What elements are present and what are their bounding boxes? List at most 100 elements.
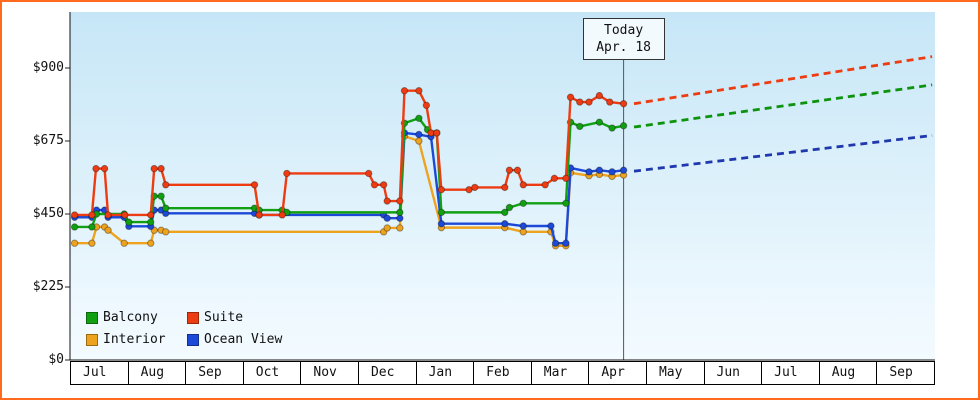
today-annotation: Today Apr. 18 xyxy=(582,18,665,60)
data-point-balcony xyxy=(162,204,170,212)
x-axis-month-label: Jul xyxy=(761,361,820,385)
data-point-ocean-view xyxy=(437,220,446,228)
data-point-balcony xyxy=(415,114,423,122)
data-point-interior xyxy=(104,226,112,234)
data-point-balcony xyxy=(595,118,604,126)
x-axis-month-label: Sep xyxy=(876,361,935,385)
data-point-ocean-view xyxy=(585,168,593,176)
legend-label: Suite xyxy=(204,310,244,325)
data-point-suite xyxy=(380,181,388,189)
legend-item-interior: Interior xyxy=(86,332,187,347)
legend-label: Ocean View xyxy=(204,332,283,347)
legend-item-balcony: Balcony xyxy=(86,310,187,325)
data-point-ocean-view xyxy=(562,239,570,247)
legend: Balcony Suite Interior Ocean View xyxy=(86,310,282,347)
y-axis-tick-label: $675 xyxy=(32,133,64,148)
x-axis-month-label: Jul xyxy=(70,361,129,385)
x-axis-month-label: May xyxy=(645,361,705,385)
data-point-balcony xyxy=(396,208,404,217)
series-line-suite xyxy=(74,89,624,217)
data-point-suite xyxy=(92,164,100,173)
x-axis-month-label: Feb xyxy=(473,361,532,385)
y-axis-tick-label: $225 xyxy=(32,279,64,294)
data-point-ocean-view xyxy=(619,166,628,174)
x-axis-month-label: Jan xyxy=(415,361,475,385)
legend-label: Interior xyxy=(103,332,166,347)
x-axis-month-label: Mar xyxy=(530,361,590,385)
y-axis-tick-label: $0 xyxy=(48,352,64,367)
forecast-line-suite-forecast xyxy=(633,55,933,106)
data-point-balcony xyxy=(147,218,155,226)
data-point-suite xyxy=(437,185,446,194)
data-point-balcony xyxy=(70,223,79,231)
x-axis: Jul Aug Sep Oct Nov Dec Jan Feb Mar Apr May Jun Jul A… xyxy=(70,361,935,385)
data-point-balcony xyxy=(157,192,165,200)
legend-swatch-suite xyxy=(187,311,199,324)
data-point-suite xyxy=(513,166,522,174)
data-point-ocean-view xyxy=(595,166,604,174)
data-point-suite xyxy=(585,98,593,106)
data-point-suite xyxy=(619,99,628,108)
data-point-suite xyxy=(162,181,170,189)
data-point-balcony xyxy=(619,122,628,130)
data-point-interior xyxy=(383,224,391,232)
data-point-suite xyxy=(157,164,165,173)
data-point-suite xyxy=(505,166,514,174)
data-point-balcony xyxy=(501,208,509,217)
forecast-line-ocean-view-forecast xyxy=(633,134,933,173)
data-point-suite xyxy=(519,181,527,189)
data-point-balcony xyxy=(519,199,527,207)
legend-swatch-ocean-view xyxy=(187,333,199,346)
data-point-balcony xyxy=(88,223,96,231)
data-point-suite xyxy=(255,211,263,219)
series-line-ocean-view xyxy=(74,131,624,245)
x-axis-month-label: Sep xyxy=(185,361,244,385)
data-point-ocean-view xyxy=(501,220,509,228)
data-point-suite xyxy=(550,174,559,183)
data-point-suite xyxy=(595,91,604,100)
x-axis-month-label: Jun xyxy=(703,361,763,385)
data-point-interior xyxy=(147,239,155,247)
data-point-suite xyxy=(541,181,549,189)
x-axis-month-label: Apr xyxy=(588,361,647,385)
data-point-interior xyxy=(396,224,404,232)
legend-label: Balcony xyxy=(103,310,158,325)
data-point-suite xyxy=(566,93,575,101)
data-point-suite xyxy=(70,211,79,219)
data-point-suite xyxy=(150,164,158,173)
data-point-balcony xyxy=(576,122,584,131)
data-point-suite xyxy=(562,174,570,183)
data-point-suite xyxy=(283,169,291,178)
data-point-balcony xyxy=(505,203,514,212)
data-point-balcony xyxy=(437,208,446,217)
data-point-suite xyxy=(433,129,441,137)
legend-swatch-balcony xyxy=(86,311,98,324)
data-point-suite xyxy=(576,98,584,106)
y-axis-tick-label: $900 xyxy=(32,60,64,75)
y-axis-tick-label: $450 xyxy=(32,206,64,221)
data-point-suite xyxy=(278,211,286,219)
data-point-suite xyxy=(88,211,96,219)
data-point-suite xyxy=(606,98,614,106)
data-point-balcony xyxy=(608,124,616,132)
data-point-interior xyxy=(70,239,79,247)
data-point-interior xyxy=(162,228,170,236)
data-point-suite xyxy=(250,181,259,189)
data-point-suite xyxy=(465,185,473,194)
data-point-suite xyxy=(370,181,379,189)
data-point-interior xyxy=(120,239,128,247)
data-point-balcony xyxy=(562,199,570,207)
data-point-suite xyxy=(100,164,109,173)
today-date: Apr. 18 xyxy=(596,40,651,55)
legend-swatch-interior xyxy=(86,333,98,346)
data-point-suite xyxy=(383,197,391,205)
data-point-balcony xyxy=(125,218,133,226)
data-point-suite xyxy=(415,87,423,95)
data-point-suite xyxy=(104,211,112,219)
data-point-ocean-view xyxy=(547,222,555,230)
forecast-line-balcony-forecast xyxy=(633,83,933,129)
data-point-ocean-view xyxy=(608,168,616,176)
x-axis-month-label: Aug xyxy=(127,361,187,385)
data-point-suite xyxy=(471,183,479,192)
